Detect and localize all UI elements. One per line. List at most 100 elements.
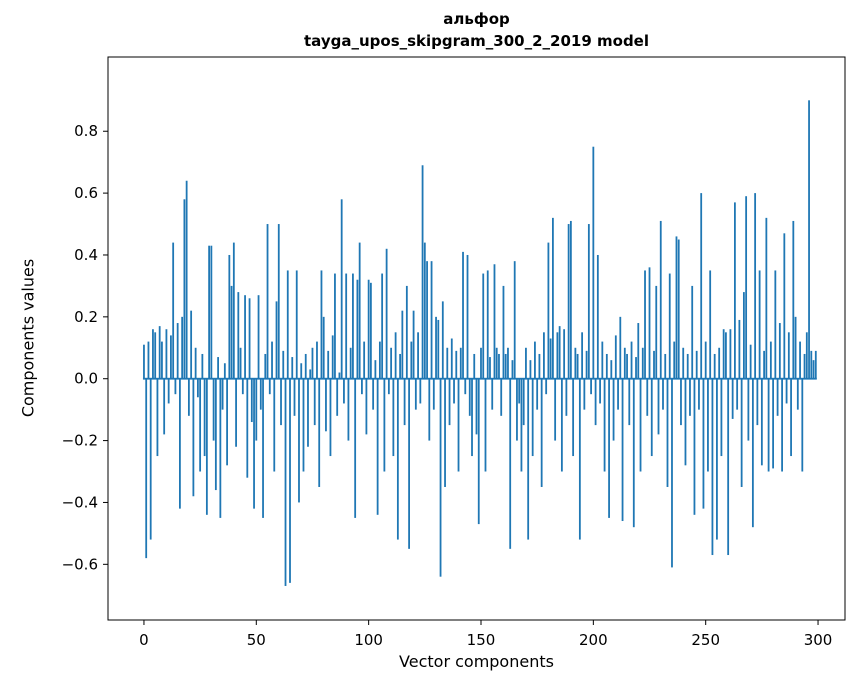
bar [473, 353, 476, 379]
bar [569, 220, 572, 379]
bar [484, 378, 487, 472]
bar [522, 378, 525, 426]
bar [666, 378, 669, 487]
bar [722, 329, 725, 379]
y-tick-label: 0.8 [74, 122, 98, 140]
bar [536, 378, 539, 410]
bar [208, 245, 211, 379]
x-tick-label: 150 [467, 631, 496, 649]
bar [255, 378, 258, 441]
bar [410, 341, 413, 379]
bar [185, 180, 188, 379]
bar [179, 378, 181, 509]
bar [358, 242, 361, 379]
bar [217, 357, 219, 379]
bar [271, 341, 273, 379]
bar [662, 378, 664, 410]
bar [810, 350, 813, 379]
bar [511, 360, 514, 379]
y-tick-label: 0.4 [74, 246, 98, 264]
plot-spines [107, 56, 846, 621]
bar [298, 378, 300, 503]
bar [286, 270, 289, 379]
bar [783, 233, 786, 379]
bar [352, 273, 354, 379]
bar [556, 332, 559, 379]
bar [143, 344, 145, 379]
bar [387, 378, 390, 395]
bar [432, 378, 435, 410]
bar [513, 261, 516, 379]
bar [158, 326, 161, 379]
bar [214, 378, 217, 491]
bar [628, 378, 631, 426]
bar [805, 332, 808, 379]
bar [248, 298, 251, 379]
bar [736, 378, 739, 410]
bar [635, 357, 637, 379]
bar [734, 202, 736, 379]
bar [567, 224, 570, 379]
bar [560, 378, 563, 472]
bar [578, 378, 581, 540]
bar [653, 350, 655, 379]
bar [268, 378, 271, 395]
bar [331, 335, 334, 379]
bar [455, 350, 458, 379]
bar [565, 378, 568, 416]
bar [655, 285, 658, 379]
bar [664, 353, 667, 379]
chart-title: альфор [443, 10, 510, 28]
bar [760, 378, 763, 466]
bar [475, 378, 478, 435]
bar [354, 378, 357, 518]
bar [614, 335, 617, 379]
bar [769, 341, 772, 379]
bar [235, 378, 237, 447]
bar [244, 295, 246, 379]
bar [311, 347, 314, 379]
bar [212, 378, 215, 441]
bar [374, 360, 377, 379]
bar [803, 353, 806, 379]
bar [405, 285, 408, 379]
bar [527, 378, 530, 540]
bar [482, 273, 485, 379]
bar [316, 341, 318, 379]
bar [376, 378, 379, 515]
bar [740, 378, 743, 487]
bar [262, 378, 264, 518]
bar [419, 378, 422, 404]
bar [677, 239, 680, 379]
bar [572, 378, 575, 457]
bar [812, 360, 815, 379]
bar [801, 378, 804, 472]
bar [367, 279, 370, 379]
bar [650, 378, 653, 457]
bar [630, 341, 633, 379]
bar [720, 378, 723, 457]
bar [273, 378, 276, 472]
bar [464, 378, 467, 395]
bar [280, 378, 282, 426]
bar [417, 332, 419, 379]
bar [459, 347, 462, 379]
bar [145, 378, 148, 559]
bar [632, 378, 635, 528]
bar [754, 193, 757, 379]
bar [401, 310, 404, 379]
bar [796, 378, 799, 410]
bar [181, 316, 184, 379]
bar [237, 292, 240, 379]
bar [765, 217, 768, 379]
bar [156, 378, 159, 457]
bar [718, 347, 721, 379]
bar [547, 242, 550, 379]
bar [518, 378, 521, 404]
bar [767, 378, 770, 472]
bar [695, 350, 698, 379]
bar [396, 378, 399, 540]
bar [453, 378, 455, 404]
bar [219, 378, 222, 518]
